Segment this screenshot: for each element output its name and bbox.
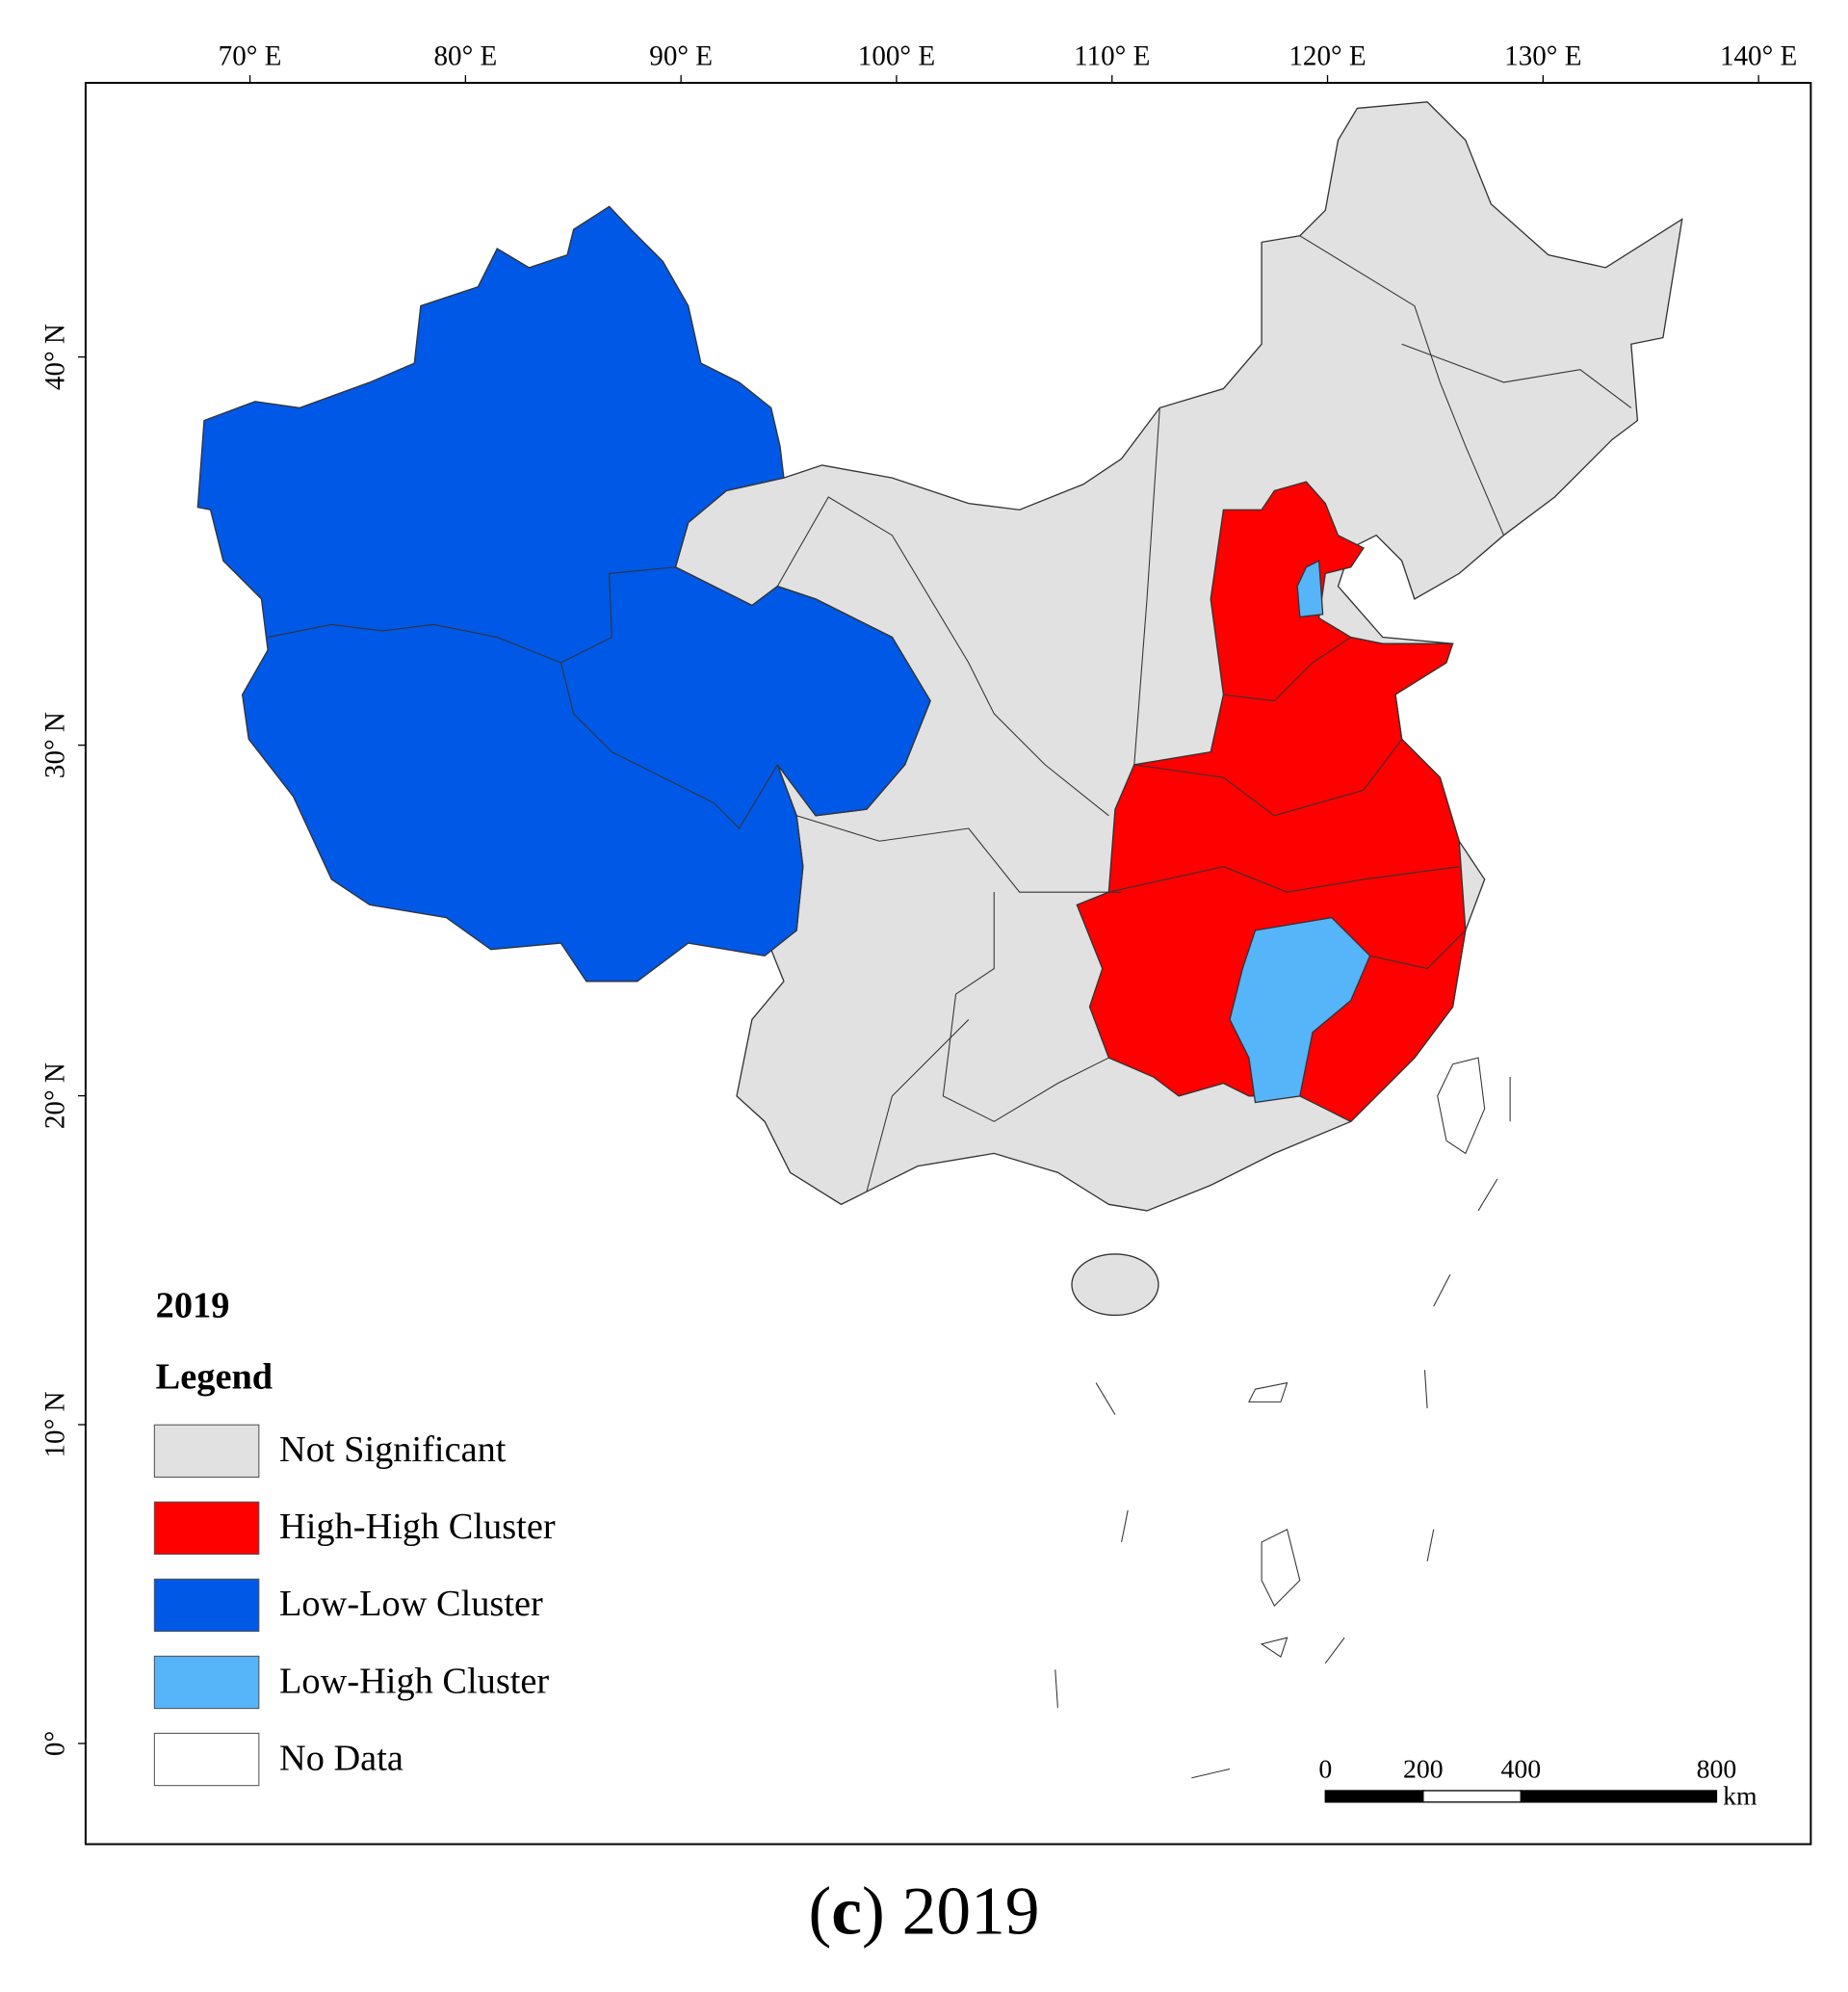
lat-tick-label: 10° N [39,1392,70,1458]
caption-part: ( [808,1874,831,1950]
legend-label: No Data [279,1738,403,1778]
scale-unit: km [1723,1781,1757,1811]
scale-segment [1422,1790,1523,1803]
legend-swatch [153,1655,260,1710]
legend-swatch [153,1578,260,1633]
region-high-high [1076,481,1467,1123]
scale-segment [1324,1790,1424,1803]
lat-tick-label: 30° N [39,712,70,778]
region-hainan [1071,1253,1159,1317]
legend-swatch [153,1424,260,1478]
legend-title: Legend [156,1357,273,1398]
legend-label: Not Significant [279,1429,507,1470]
caption-part: ) 2019 [862,1874,1040,1950]
region-taiwan [1437,1057,1486,1155]
legend-year: 2019 [156,1286,230,1326]
lon-tick-label: 90° E [649,41,713,72]
scale-segment [1520,1790,1718,1803]
lon-tick-label: 100° E [858,41,935,72]
region-jiangxi [1229,916,1371,1104]
scale-label: 800 [1697,1754,1737,1784]
scale-label: 200 [1403,1754,1444,1784]
scale-label: 0 [1318,1754,1332,1784]
lon-tick-label: 120° E [1288,41,1366,72]
legend-label: Low-Low Cluster [279,1584,543,1624]
lat-tick-label: 20° N [39,1062,70,1129]
lon-tick-label: 80° E [433,41,497,72]
legend-label: Low-High Cluster [279,1661,549,1701]
lat-tick-label: 0° [39,1731,70,1756]
legend-label: High-High Cluster [279,1507,556,1547]
legend-swatch [153,1501,260,1556]
legend-swatch [153,1732,260,1787]
province-borders [268,235,1632,1193]
region-tianjin [1296,560,1324,618]
scale-label: 400 [1501,1754,1542,1784]
lat-tick-label: 40° N [39,324,70,390]
lon-tick-label: 110° E [1074,41,1150,72]
region-low-low [196,205,931,983]
lon-tick-label: 130° E [1504,41,1581,72]
caption-letter: c [831,1874,862,1950]
lon-tick-label: 140° E [1720,41,1797,72]
caption: (c) 2019 [808,1874,1039,1950]
islands [1054,1077,1511,1779]
lon-tick-label: 70° E [219,41,282,72]
